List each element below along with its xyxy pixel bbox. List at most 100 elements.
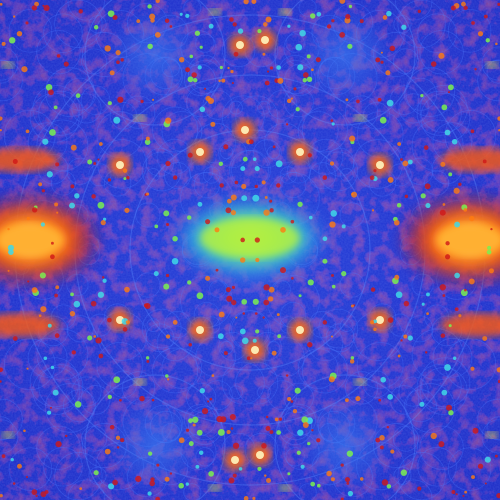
yellow-accent	[134, 379, 146, 385]
cyan-speck	[395, 291, 403, 299]
fractal-bubble	[297, 348, 339, 389]
fractal-bubble	[252, 139, 282, 169]
fractal-bubble	[8, 9, 53, 53]
cyan-speck	[46, 171, 53, 178]
red-speck	[38, 314, 42, 317]
red-speck	[310, 68, 314, 72]
cyan-speck	[252, 338, 257, 343]
red-speck	[268, 286, 275, 293]
red-speck	[379, 445, 384, 450]
red-speck	[93, 335, 97, 338]
red-speck	[0, 493, 3, 498]
fractal-bubble	[36, 425, 81, 470]
red-speck	[31, 489, 38, 495]
red-speck	[118, 398, 122, 402]
cyan-speck	[165, 374, 169, 378]
red-speck	[263, 22, 268, 27]
red-speck	[286, 98, 292, 104]
fractal-bubble	[81, 425, 108, 452]
cyan-speck	[69, 202, 75, 209]
fractal-bubble	[0, 419, 19, 454]
cyan-speck	[178, 482, 184, 489]
cyan-speck	[257, 29, 262, 34]
red-speck	[169, 472, 173, 475]
cyan-speck	[73, 300, 81, 308]
cyan-speck	[306, 76, 313, 83]
cyan-speck	[252, 194, 260, 202]
red-speck	[122, 168, 128, 173]
red-speck	[49, 406, 52, 409]
fractal-bubble	[419, 30, 464, 75]
fire-streak	[440, 148, 500, 172]
red-speck	[54, 202, 59, 207]
cyan-speck	[454, 272, 460, 279]
yellow-accent	[279, 485, 291, 491]
fractal-bubble	[235, 95, 279, 139]
fractal-bubble	[88, 466, 107, 485]
fractal-bubble	[397, 0, 446, 48]
red-speck	[16, 31, 23, 37]
cyan-speck	[147, 4, 152, 9]
red-speck	[185, 428, 190, 432]
cyan-speck	[296, 450, 301, 455]
cyan-speck	[147, 491, 152, 496]
cyan-speck	[113, 116, 121, 124]
fractal-bubble	[0, 398, 23, 440]
red-speck	[370, 287, 376, 292]
fractal-bubble	[62, 77, 96, 111]
fractal-bubble	[388, 163, 412, 187]
cyan-speck	[47, 410, 52, 415]
red-speck	[262, 316, 265, 319]
red-speck	[0, 380, 2, 383]
red-speck	[458, 314, 462, 318]
cyan-speck	[240, 166, 246, 172]
red-speck	[344, 476, 351, 483]
red-speck	[41, 189, 45, 193]
fractal-bubble	[395, 0, 433, 21]
cyan-speck	[93, 25, 99, 30]
fractal-bubble	[50, 304, 76, 330]
red-speck	[389, 45, 396, 52]
red-speck	[230, 69, 234, 74]
cyan-speck	[254, 166, 260, 172]
red-speck	[207, 400, 210, 403]
red-speck	[264, 196, 268, 199]
cyan-speck	[294, 387, 301, 394]
fractal-bubble	[325, 147, 355, 177]
fractal-bubble	[405, 67, 455, 117]
blue-halo	[297, 7, 393, 103]
fractal-bubble	[393, 466, 412, 485]
cyan-speck	[350, 356, 355, 360]
red-speck	[293, 87, 297, 91]
red-speck	[12, 482, 16, 485]
fractal-bubble	[66, 157, 94, 185]
cyan-speck	[302, 78, 307, 83]
cyan-speck	[40, 222, 45, 227]
fractal-bubble	[27, 337, 68, 378]
red-speck	[330, 335, 334, 338]
red-speck	[156, 463, 160, 467]
cyan-speck	[255, 329, 260, 334]
red-speck	[373, 327, 377, 332]
red-speck	[290, 400, 294, 403]
red-speck	[26, 216, 30, 221]
red-speck	[315, 57, 321, 63]
cyan-speck	[387, 394, 394, 400]
red-speck	[98, 353, 104, 359]
red-speck	[496, 493, 500, 499]
cyan-speck	[7, 244, 15, 251]
red-speck	[444, 254, 451, 260]
red-speck	[205, 95, 211, 102]
red-speck	[307, 342, 313, 348]
red-speck	[55, 285, 60, 290]
fractal-bubble	[231, 150, 271, 190]
red-speck	[164, 18, 170, 23]
cyan-speck	[297, 64, 304, 71]
red-speck	[70, 184, 75, 189]
red-speck	[495, 42, 498, 46]
red-speck	[280, 267, 287, 274]
fractal-bubble	[66, 273, 89, 296]
red-speck	[280, 227, 286, 233]
cyan-speck	[330, 210, 338, 217]
red-speck	[269, 208, 274, 213]
